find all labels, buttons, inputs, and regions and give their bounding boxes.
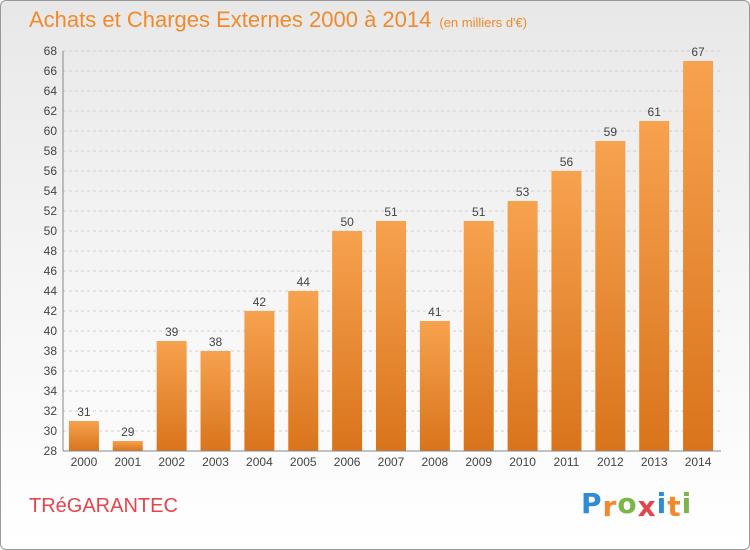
y-tick-label: 48 [44,244,58,258]
x-tick-label-2009: 2009 [465,455,492,469]
logo-letter: x [637,490,657,523]
bar-2014 [683,61,714,451]
y-tick-label: 28 [44,444,58,458]
chart-title: Achats et Charges Externes 2000 à 2014 (e… [29,7,527,33]
x-tick-label-2010: 2010 [509,455,536,469]
bar-2005 [288,291,319,451]
y-tick-label: 52 [44,204,58,218]
y-tick-label: 40 [44,324,58,338]
x-tick-label-2006: 2006 [334,455,361,469]
logo-letter: i [681,487,693,520]
data-label-2006: 50 [340,215,354,229]
data-label-2002: 39 [165,325,179,339]
y-tick-label: 68 [44,44,58,58]
y-tick-label: 34 [44,384,58,398]
x-tick-label-2013: 2013 [641,455,668,469]
bar-2006 [332,231,363,451]
bar-2013 [639,121,670,451]
x-tick-label-2011: 2011 [554,455,580,469]
data-label-2000: 31 [77,405,91,419]
bar-2008 [419,321,450,451]
y-tick-label: 30 [44,424,58,438]
y-tick-label: 38 [44,344,58,358]
y-tick-label: 56 [44,164,58,178]
x-tick-label-2008: 2008 [422,455,449,469]
x-tick-label-2000: 2000 [71,455,98,469]
bar-2000 [68,421,99,451]
y-tick-label: 50 [44,224,58,238]
data-label-2008: 41 [428,305,442,319]
y-tick-label: 44 [44,284,58,298]
data-label-2011: 56 [560,155,574,169]
x-tick-label-2001: 2001 [114,455,141,469]
bar-2011 [551,171,582,451]
bar-2003 [200,351,231,451]
data-label-2003: 38 [209,335,223,349]
bar-2007 [376,221,406,451]
data-label-2001: 29 [121,425,135,439]
y-tick-label: 54 [44,184,58,198]
data-label-2010: 53 [516,185,530,199]
logo-letter: t [667,490,682,523]
data-label-2009: 51 [472,205,486,219]
data-label-2012: 59 [604,125,618,139]
x-tick-label-2003: 2003 [202,455,229,469]
bar-2004 [244,311,275,451]
proxiti-logo: Proxiti [581,487,693,523]
x-tick-label-2002: 2002 [158,455,185,469]
data-label-2007: 51 [384,205,398,219]
bar-2001 [112,441,143,451]
y-tick-label: 62 [44,104,58,118]
x-tick-label-2005: 2005 [290,455,317,469]
y-tick-label: 36 [44,364,58,378]
y-tick-label: 58 [44,144,58,158]
y-tick-label: 64 [44,84,58,98]
bar-2010 [507,201,538,451]
bar-2012 [595,141,626,451]
x-tick-label-2007: 2007 [378,455,405,469]
x-tick-label-2012: 2012 [597,455,624,469]
logo-letter: r [602,490,618,523]
logo-letter: i [656,487,668,520]
y-tick-label: 32 [44,404,58,418]
data-label-2004: 42 [253,295,267,309]
bar-2002 [156,341,187,451]
y-tick-label: 60 [44,124,58,138]
y-tick-label: 42 [44,304,58,318]
logo-letter: o [617,487,638,520]
x-tick-label-2004: 2004 [246,455,273,469]
data-label-2005: 44 [297,275,311,289]
x-tick-label-2014: 2014 [685,455,712,469]
logo-letter: P [581,487,603,520]
chart-title-text: Achats et Charges Externes 2000 à 2014 [29,7,432,32]
y-tick-label: 66 [44,64,58,78]
y-tick-label: 46 [44,264,58,278]
chart-subtitle: (en milliers d'€) [439,15,528,30]
data-label-2014: 67 [691,45,705,59]
bar-2009 [463,221,494,451]
commune-name: TRéGARANTEC [29,495,178,517]
data-label-2013: 61 [648,105,662,119]
